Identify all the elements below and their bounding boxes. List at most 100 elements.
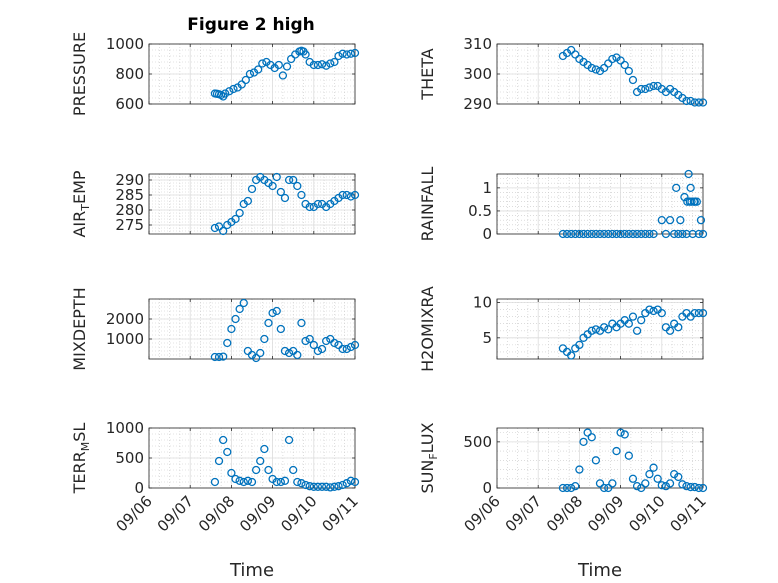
data-point xyxy=(575,229,584,239)
data-point xyxy=(313,482,323,491)
data-point xyxy=(239,298,248,308)
y-tick-label: 300 xyxy=(463,65,492,83)
data-point xyxy=(276,477,285,487)
data-point xyxy=(567,483,576,493)
data-point xyxy=(301,50,310,59)
y-axis-label: TERRMSL xyxy=(70,423,92,495)
data-point xyxy=(235,476,244,485)
data-point xyxy=(305,202,314,212)
data-point xyxy=(280,193,290,203)
data-point xyxy=(571,482,580,491)
data-point xyxy=(632,326,642,335)
data-point xyxy=(687,197,696,206)
data-point xyxy=(698,229,708,239)
data-point xyxy=(591,229,601,239)
data-point xyxy=(330,482,339,491)
data-point xyxy=(628,75,638,85)
data-point xyxy=(587,326,596,335)
y-tick-label: 290 xyxy=(463,95,492,113)
data-point xyxy=(632,482,642,491)
data-point xyxy=(628,312,638,321)
data-point xyxy=(350,477,360,487)
data-point xyxy=(210,223,220,233)
y-axis-label: MIXDEPTH xyxy=(70,287,89,370)
data-point xyxy=(297,318,306,328)
data-point xyxy=(231,314,240,324)
data-point xyxy=(223,447,232,457)
y-tick-label: 0 xyxy=(134,479,144,497)
data-point xyxy=(674,229,683,239)
y-axis-label-main: PRESSURE xyxy=(70,32,89,116)
data-point xyxy=(632,229,642,239)
y-axis-label: SUNFLUX xyxy=(418,422,440,493)
data-point xyxy=(686,482,695,492)
data-point xyxy=(227,468,236,478)
data-point xyxy=(272,477,281,487)
data-point xyxy=(239,477,248,487)
data-point xyxy=(599,63,609,73)
data-point xyxy=(247,477,257,487)
data-point xyxy=(562,483,572,493)
data-point xyxy=(670,229,679,239)
data-point xyxy=(558,229,568,239)
data-point xyxy=(690,482,699,492)
data-point xyxy=(645,470,654,479)
data-point xyxy=(235,304,244,314)
data-point xyxy=(649,463,658,472)
data-point xyxy=(260,444,269,454)
data-point xyxy=(665,479,675,488)
data-point xyxy=(282,62,292,71)
data-point xyxy=(599,229,609,239)
data-point xyxy=(604,483,613,493)
y-tick-label: 310 xyxy=(463,35,492,53)
data-point xyxy=(653,474,662,483)
data-point xyxy=(641,229,650,239)
y-axis-label: PRESSURE xyxy=(70,32,89,116)
data-point xyxy=(692,197,701,206)
data-point xyxy=(219,226,228,236)
data-point xyxy=(624,319,633,328)
data-point xyxy=(227,324,236,334)
data-point xyxy=(350,48,360,58)
y-tick-label: 10 xyxy=(473,294,492,312)
subplot-rainfall: 0 0.5 1 RAINFALL xyxy=(418,167,708,243)
data-point xyxy=(245,69,255,79)
data-point xyxy=(264,465,273,475)
y-tick-label: 5 xyxy=(482,329,492,347)
data-point xyxy=(293,477,302,487)
data-point xyxy=(280,476,290,485)
data-point xyxy=(587,229,596,239)
data-point xyxy=(678,229,687,239)
data-point xyxy=(214,456,224,466)
data-point xyxy=(649,229,658,239)
y-axis-label: H2OMIXRA xyxy=(418,286,437,372)
y-tick-label: 1000 xyxy=(106,330,144,348)
data-point xyxy=(599,323,609,332)
data-point xyxy=(313,60,323,70)
data-point xyxy=(678,480,687,489)
data-point xyxy=(221,89,230,98)
data-point xyxy=(346,342,356,352)
data-point xyxy=(210,477,220,487)
data-point xyxy=(350,190,360,200)
data-point xyxy=(322,482,331,491)
data-point xyxy=(223,338,232,348)
data-point xyxy=(672,183,681,192)
y-tick-label: 0 xyxy=(482,225,492,243)
data-point xyxy=(684,169,693,179)
data-point xyxy=(620,60,629,70)
data-point xyxy=(210,352,220,362)
data-point xyxy=(604,229,613,239)
data-point xyxy=(272,306,281,316)
data-point xyxy=(293,181,302,191)
data-point xyxy=(305,482,314,491)
data-point xyxy=(575,340,584,350)
data-point xyxy=(612,446,621,456)
data-point xyxy=(260,334,269,344)
data-point xyxy=(251,465,261,475)
data-point xyxy=(674,472,683,482)
data-point xyxy=(682,482,691,491)
y-axis-label-subscript: M xyxy=(79,442,92,452)
